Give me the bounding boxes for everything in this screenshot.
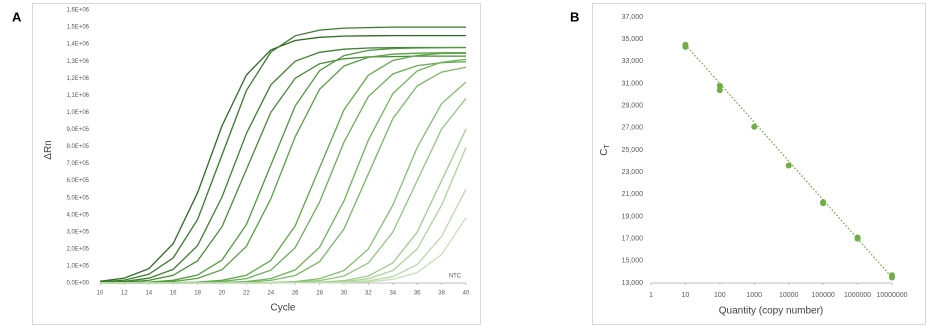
panel-frame bbox=[32, 3, 481, 325]
y-axis-label-text: C bbox=[599, 149, 610, 156]
y-tick-label: 1,1E+06 bbox=[66, 93, 89, 99]
amplification-curve bbox=[99, 26, 466, 283]
y-tick-label: 25,000 bbox=[622, 147, 644, 154]
y-tick-label: 3,0E+05 bbox=[66, 229, 89, 235]
data-point bbox=[716, 82, 723, 89]
amplification-curve bbox=[100, 128, 467, 284]
data-point bbox=[751, 123, 758, 130]
y-tick-label: 15,000 bbox=[622, 258, 644, 265]
data-point bbox=[889, 274, 895, 281]
x-tick-label: 28 bbox=[316, 291, 323, 297]
y-tick-label: 35,000 bbox=[622, 36, 644, 43]
panel-frame bbox=[592, 3, 926, 325]
y-tick-label: 1,0E+05 bbox=[66, 264, 89, 270]
data-point bbox=[785, 162, 792, 169]
amplification-curve bbox=[100, 58, 467, 284]
y-tick-label: 37,000 bbox=[622, 14, 644, 21]
x-tick-label: 16 bbox=[170, 291, 177, 297]
x-tick-label: 1 bbox=[649, 292, 653, 299]
amplification-curve bbox=[99, 46, 466, 284]
y-tick-label: 1,2E+06 bbox=[66, 76, 89, 82]
data-point bbox=[854, 235, 861, 242]
x-tick-label: 32 bbox=[365, 291, 372, 297]
y-tick-label: 1,3E+06 bbox=[66, 59, 89, 65]
x-tick-label: 100 bbox=[714, 292, 726, 299]
y-tick-label: 0,0E+00 bbox=[66, 281, 89, 287]
amplification-curve bbox=[99, 52, 467, 284]
x-tick-label: 34 bbox=[389, 291, 396, 297]
y-axis-label-text: ΔRn bbox=[43, 140, 54, 159]
x-tick-label: 10 bbox=[682, 292, 690, 299]
panel-label: B bbox=[570, 9, 579, 24]
x-tick-label: 1000000 bbox=[844, 292, 871, 299]
x-tick-label: 30 bbox=[341, 291, 348, 297]
x-tick-label: 1000 bbox=[746, 292, 762, 299]
x-tick-label: 10000 bbox=[779, 292, 799, 299]
y-tick-label: 7,0E+05 bbox=[66, 161, 89, 167]
x-tick-label: 26 bbox=[292, 291, 299, 297]
amplification-curve bbox=[100, 97, 467, 284]
y-tick-label: 2,0E+05 bbox=[66, 246, 89, 252]
y-tick-label: 27,000 bbox=[622, 125, 644, 132]
y-tick-label: 1,6E+06 bbox=[66, 8, 89, 14]
amplification-curve bbox=[100, 81, 467, 284]
y-tick-label: 1,4E+06 bbox=[66, 42, 89, 48]
x-tick-label: 10000000 bbox=[876, 292, 907, 299]
y-tick-label: 4,0E+05 bbox=[66, 212, 89, 218]
y-tick-label: 33,000 bbox=[622, 58, 644, 65]
amplification-curve bbox=[100, 66, 467, 284]
x-tick-label: 100000 bbox=[811, 292, 834, 299]
amplification-curve bbox=[100, 217, 467, 284]
y-tick-label: 29,000 bbox=[622, 103, 644, 110]
x-tick-label: 14 bbox=[145, 291, 152, 297]
x-tick-label: 22 bbox=[243, 291, 250, 297]
y-tick-label: 19,000 bbox=[622, 213, 644, 220]
y-tick-label: 21,000 bbox=[622, 191, 644, 198]
x-tick-label: 40 bbox=[463, 291, 470, 297]
y-tick-label: 1,0E+06 bbox=[66, 110, 89, 116]
data-point bbox=[716, 87, 723, 94]
x-axis-label: Cycle bbox=[270, 303, 295, 314]
x-tick-label: 24 bbox=[267, 291, 274, 297]
panel-label: A bbox=[12, 9, 22, 24]
y-tick-label: 5,0E+05 bbox=[66, 195, 89, 201]
x-axis-label: Quantity (copy number) bbox=[719, 306, 824, 317]
y-tick-label: 31,000 bbox=[622, 80, 644, 87]
amplification-curve bbox=[100, 188, 467, 284]
x-tick-label: 36 bbox=[414, 291, 421, 297]
y-tick-label: 17,000 bbox=[622, 236, 644, 243]
amplification-curve bbox=[99, 46, 467, 284]
x-tick-label: 12 bbox=[121, 291, 128, 297]
x-tick-label: 20 bbox=[219, 291, 226, 297]
x-tick-label: 18 bbox=[194, 291, 201, 297]
x-tick-label: 10 bbox=[97, 291, 104, 297]
y-tick-label: 8,0E+05 bbox=[66, 144, 89, 150]
data-point bbox=[820, 200, 827, 207]
annotation: NTC bbox=[449, 274, 462, 280]
y-tick-label: 9,0E+05 bbox=[66, 127, 89, 133]
y-axis-label: ΔRn bbox=[43, 140, 54, 159]
x-tick-label: 38 bbox=[438, 291, 445, 297]
y-tick-label: 6,0E+05 bbox=[66, 178, 89, 184]
y-tick-label: 23,000 bbox=[622, 169, 644, 176]
amplification-curve bbox=[99, 34, 466, 282]
y-axis-label: CT bbox=[599, 144, 611, 156]
y-axis-label-subscript: T bbox=[604, 144, 611, 149]
y-tick-label: 1,5E+06 bbox=[66, 25, 89, 31]
trendline bbox=[684, 44, 893, 278]
y-tick-label: 13,000 bbox=[622, 280, 644, 287]
data-point bbox=[682, 43, 689, 50]
amplification-curve bbox=[99, 55, 466, 284]
